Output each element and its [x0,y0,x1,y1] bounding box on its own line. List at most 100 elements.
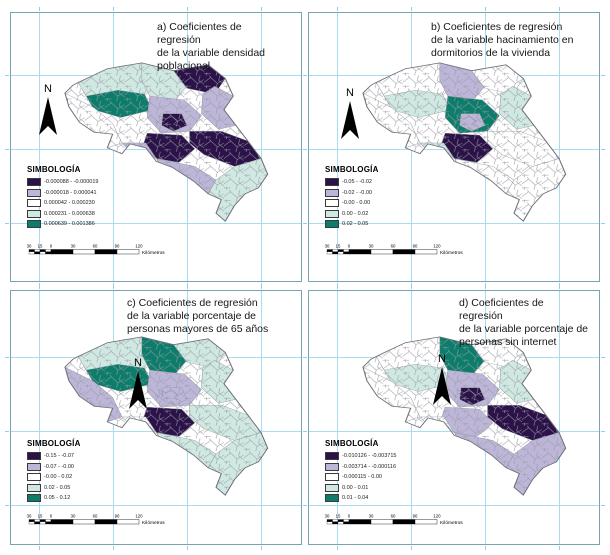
graticule-line-horizontal [309,505,599,506]
graticule-tick [187,285,188,289]
scale-tick-label: 15 [38,514,43,519]
legend-class-label: 0.02 - 0.05 [342,221,369,227]
graticule-tick [601,75,605,76]
scale-tick-label: 0 [348,244,351,249]
legend-item: 0.000042 - 0.000230 [27,199,98,207]
legend-class-label: -0.003714 - -0.000116 [342,463,397,470]
graticule-tick [5,223,9,224]
legend-swatch [325,209,339,218]
graticule-tick [5,357,9,358]
scale-tick-label: 0 [50,514,53,519]
north-arrow-icon: N [129,357,147,409]
graticule-tick [187,546,188,550]
scale-tick-label: 15 [38,244,43,249]
graticule-tick [601,357,605,358]
graticule-tick [39,546,40,550]
graticule-tick [337,285,338,289]
scale-tick-label: 15 [336,244,341,249]
legend-item: -0.07 - -0.00 [27,462,81,471]
graticule-tick [601,223,605,224]
legend-swatch [325,178,339,186]
graticule-tick [337,7,338,11]
legend-title: SIMBOLOGÍA [325,439,379,448]
legend-swatch [325,473,339,481]
scale-tick-label: 90 [115,514,120,519]
graticule-tick [601,431,605,432]
scale-tick-label: 0 [348,514,351,519]
north-label: N [438,353,446,365]
legend-class-label: 0.000231 - 0.000638 [44,210,95,217]
legend-swatch [27,188,41,197]
legend-item: 0.00 - 0.01 [325,483,396,492]
graticule-line-vertical [39,13,40,281]
panel-title: a) Coeficientes de regresión de la varia… [157,21,265,73]
choropleth-map-costa-rica [362,62,567,222]
legend-swatch [27,452,41,460]
graticule-tick [303,431,307,432]
graticule-tick [485,7,486,11]
graticule-tick [113,285,114,289]
legend-class-label: 0.05 - 0.12 [44,495,71,501]
graticule-line-vertical [337,13,338,281]
scale-tick-label: 90 [413,514,418,519]
legend-swatch [27,199,41,207]
legend-swatch [27,473,41,481]
legend-item: 0.000231 - 0.000638 [27,209,98,218]
legend-swatch [325,199,339,207]
legend-item: -0.02 - -0.00 [325,188,379,197]
graticule-line-horizontal [309,223,599,224]
graticule-tick [559,285,560,289]
graticule-tick [303,75,307,76]
legend-swatch [27,209,41,218]
scale-tick-label: 30 [369,514,374,519]
legend-class-label: 0.000042 - 0.000230 [44,200,95,206]
choropleth-map-costa-rica [362,336,567,496]
legend-class-label: -0.02 - -0.00 [342,189,372,196]
graticule-tick [261,546,262,550]
panel-c: c) Coeficientes de regresión de la varia… [5,285,307,550]
north-arrow-icon: N [341,87,359,139]
legend-class-label: 0.02 - 0.05 [44,484,71,491]
legend-class-label: -0.07 - -0.00 [44,463,74,470]
legend-title: SIMBOLOGÍA [325,165,379,174]
graticule-tick [5,431,9,432]
scale-tick-label: 30 [71,514,76,519]
legend-class-label: -0.05 - -0.02 [342,179,372,185]
panel-d: d) Coeficientes de regresión de la varia… [303,285,605,550]
scale-tick-label: 60 [391,244,396,249]
scale-tick-label: 120 [135,244,143,249]
north-label: N [346,87,354,99]
legend-item: 0.000639 - 0.001386 [27,220,98,228]
legend-class-label: -0.000115 - 0.00 [342,474,382,480]
north-label: N [44,83,52,95]
legend-swatch [325,220,339,228]
graticule-tick [261,285,262,289]
scale-tick-label: 30 [325,244,330,249]
legend-item: 0.05 - 0.12 [27,494,81,502]
legend-item: -0.00 - 0.00 [325,199,379,207]
legend-class-label: 0.00 - 0.02 [342,210,369,217]
panel-b: b) Coeficientes de regresión de la varia… [303,7,605,287]
choropleth-map-costa-rica [64,336,269,496]
legend: SIMBOLOGÍA -0.15 - -0.07 -0.07 - -0.00 -0.0… [27,439,81,502]
scale-tick-label: 120 [433,244,441,249]
legend-item: -0.000088 - -0.000019 [27,178,98,186]
graticule-tick [411,7,412,11]
graticule-tick [303,223,307,224]
legend-class-label: -0.000018 - 0.000041 [44,189,97,196]
graticule-tick [39,7,40,11]
graticule-tick [601,505,605,506]
legend-item: -0.003714 - -0.000116 [325,462,397,471]
graticule-tick [485,285,486,289]
legend-swatch [27,483,41,492]
legend-title: SIMBOLOGÍA [27,165,81,174]
scale-tick-label: 90 [413,244,418,249]
graticule-tick [337,546,338,550]
legend-class-label: -0.15 - -0.07 [44,453,74,459]
graticule-tick [485,546,486,550]
scale-unit-label: Kilómetros [142,250,165,256]
graticule-tick [39,285,40,289]
legend-item: -0.05 - -0.02 [325,178,379,186]
